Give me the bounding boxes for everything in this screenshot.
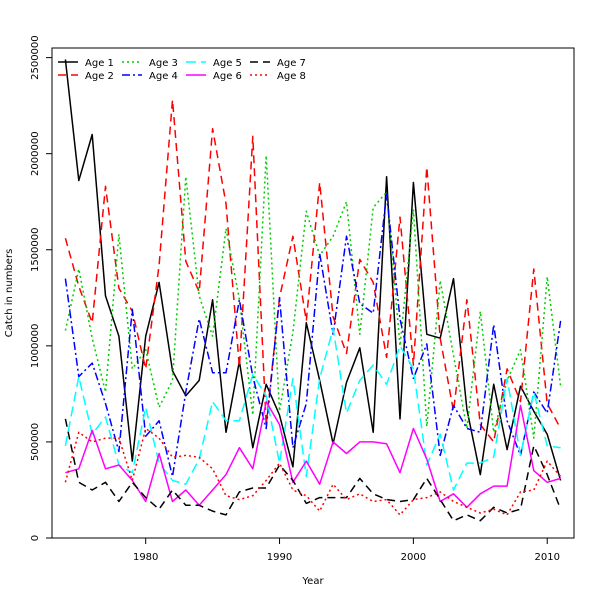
series-line-age-6 (65, 400, 561, 509)
x-tick-label: 1980 (133, 552, 158, 563)
series-line-age-1 (64, 59, 562, 481)
y-tick-label: 2500000 (30, 35, 41, 80)
y-axis-label: Catch in numbers (4, 249, 15, 338)
x-axis-label: Year (301, 576, 324, 587)
x-tick-label: 2010 (535, 552, 560, 563)
y-tick-label: 500000 (30, 423, 41, 461)
y-tick-label: 1500000 (30, 227, 41, 272)
series-line-age-5 (64, 327, 561, 491)
legend-label: Age 4 (149, 71, 178, 82)
y-tick-label: 2000000 (30, 131, 41, 176)
legend-label: Age 7 (277, 58, 306, 69)
plot-frame (51, 47, 575, 539)
legend-label: Age 1 (85, 58, 114, 69)
series-line-age-8 (64, 427, 562, 516)
legend-label: Age 8 (277, 71, 306, 82)
y-tick-label: 0 (30, 535, 41, 541)
series-line-age-4 (64, 193, 562, 478)
x-tick-label: 1990 (267, 552, 292, 563)
y-tick-label: 1000000 (30, 324, 41, 369)
legend-label: Age 6 (213, 71, 242, 82)
legend-label: Age 2 (85, 71, 114, 82)
legend-label: Age 5 (213, 58, 242, 69)
x-tick-label: 2000 (401, 552, 426, 563)
series-line-age-3 (64, 154, 562, 439)
legend-label: Age 3 (149, 58, 178, 69)
series-line-age-2 (64, 99, 562, 443)
